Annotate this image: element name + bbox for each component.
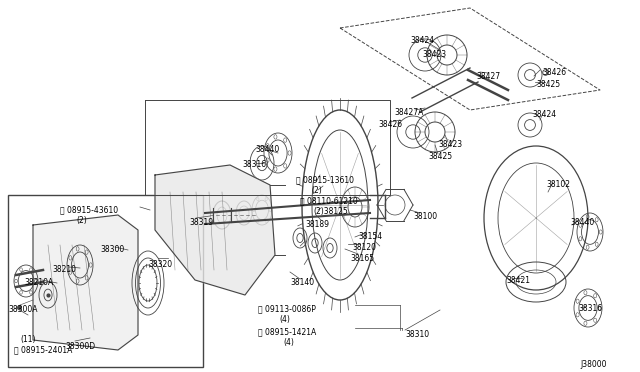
Text: 38440: 38440 — [570, 218, 595, 227]
Text: 38319: 38319 — [189, 218, 213, 227]
Text: Ⓑ 08110-61210: Ⓑ 08110-61210 — [300, 196, 358, 205]
Text: 38102: 38102 — [546, 180, 570, 189]
Text: Ⓦ 08915-13610: Ⓦ 08915-13610 — [296, 175, 354, 184]
Text: J38000: J38000 — [580, 360, 607, 369]
Text: 38423: 38423 — [422, 50, 446, 59]
Text: (2)38125: (2)38125 — [313, 207, 348, 216]
Bar — [8, 195, 203, 367]
Text: 38100: 38100 — [413, 212, 437, 221]
Text: 38310: 38310 — [405, 330, 429, 339]
Text: 38426: 38426 — [378, 120, 402, 129]
Text: 38427: 38427 — [476, 72, 500, 81]
Text: 38210A: 38210A — [24, 278, 53, 287]
Text: (2): (2) — [76, 216, 87, 225]
Text: Ⓦ 08915-43610: Ⓦ 08915-43610 — [60, 205, 118, 214]
Text: 38423: 38423 — [438, 140, 462, 149]
Text: (4): (4) — [283, 338, 294, 347]
Text: 38427A: 38427A — [394, 108, 424, 117]
Text: (11): (11) — [20, 335, 35, 344]
Text: 38320: 38320 — [148, 260, 172, 269]
Text: 38440: 38440 — [255, 145, 279, 154]
Text: 38424: 38424 — [532, 110, 556, 119]
Text: 38189: 38189 — [305, 220, 329, 229]
Text: Ⓦ 08915-2401A: Ⓦ 08915-2401A — [14, 345, 72, 354]
Text: Ⓑ 09113-0086P: Ⓑ 09113-0086P — [258, 304, 316, 313]
Text: (2): (2) — [311, 186, 322, 195]
Text: 38316: 38316 — [578, 304, 602, 313]
Text: 38120: 38120 — [352, 243, 376, 252]
Text: 38426: 38426 — [542, 68, 566, 77]
Text: 38421: 38421 — [506, 276, 530, 285]
Text: 38210: 38210 — [52, 265, 76, 274]
Text: 38154: 38154 — [358, 232, 382, 241]
Text: 38140: 38140 — [290, 278, 314, 287]
Text: 38300A: 38300A — [8, 305, 38, 314]
Text: (4): (4) — [279, 315, 290, 324]
Polygon shape — [155, 165, 275, 295]
Text: 38300D: 38300D — [65, 342, 95, 351]
Text: 38316: 38316 — [242, 160, 266, 169]
Text: 38165: 38165 — [350, 254, 374, 263]
Text: 38425: 38425 — [428, 152, 452, 161]
Text: 38300: 38300 — [100, 245, 124, 254]
Polygon shape — [33, 215, 138, 350]
Text: 38424: 38424 — [410, 36, 434, 45]
Text: Ⓦ 08915-1421A: Ⓦ 08915-1421A — [258, 327, 316, 336]
Text: 38425: 38425 — [536, 80, 560, 89]
